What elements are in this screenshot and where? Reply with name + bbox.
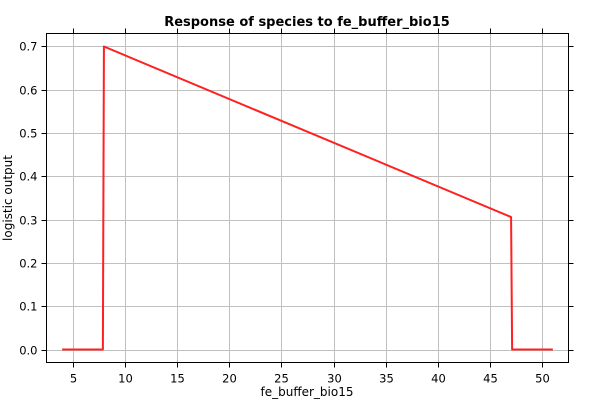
y-tick-label: 0.4 (19, 170, 37, 184)
y-tick-label: 0.7 (19, 40, 37, 54)
x-tick-label: 10 (118, 372, 133, 386)
x-tick-label: 30 (327, 372, 342, 386)
x-tick-label: 50 (535, 372, 550, 386)
grid (46, 33, 569, 363)
series-layer (62, 45, 553, 351)
y-tick-label: 0.2 (19, 257, 37, 271)
x-tick-label: 15 (170, 372, 185, 386)
y-tick-label: 0.1 (19, 300, 37, 314)
x-axis-label: fe_buffer_bio15 (261, 385, 354, 399)
x-tick-label: 45 (483, 372, 498, 386)
y-axis-label: logistic output (1, 155, 15, 241)
x-tick-label: 25 (274, 372, 289, 386)
chart-title: Response of species to fe_buffer_bio15 (164, 15, 450, 30)
y-tick-label: 0.0 (19, 344, 37, 358)
ticks: 5 10 15 20 25 30 35 40 45 50 0.0 0.1 0.2 0.3 0.4 0.5 0.6… (19, 28, 574, 386)
y-tick-label: 0.3 (19, 214, 37, 228)
x-tick-label: 40 (431, 372, 446, 386)
y-tick-label: 0.5 (19, 127, 37, 141)
series-line (62, 45, 553, 351)
x-tick-label: 35 (379, 372, 394, 386)
plot-frame (46, 33, 569, 363)
y-tick-label: 0.6 (19, 84, 37, 98)
x-tick-label: 20 (222, 372, 237, 386)
x-tick-label: 5 (70, 372, 77, 386)
